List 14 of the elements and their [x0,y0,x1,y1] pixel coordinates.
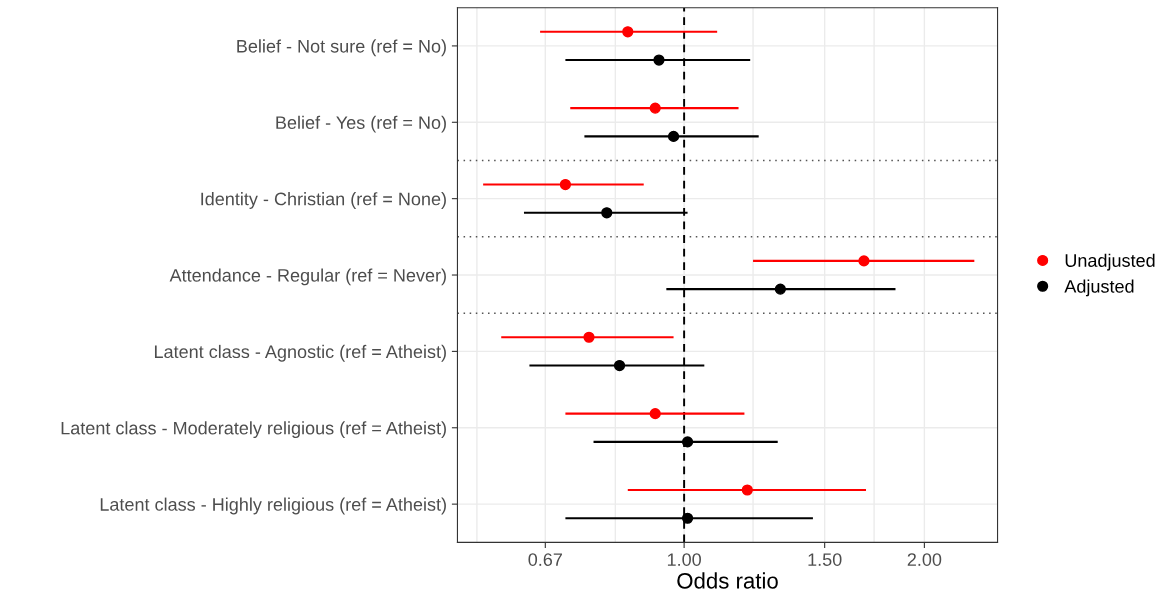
legend-label: Adjusted [1064,279,1134,297]
y-tick-label: Belief - Yes (ref = No) [276,115,446,133]
x-tick-label: 0.67 [528,553,562,566]
x-axis-title: Odds ratio [677,572,778,589]
x-tick-label: 1.50 [808,553,842,566]
y-tick-label: Belief - Not sure (ref = No) [237,39,446,57]
y-tick-label: Identity - Christian (ref = None) [201,192,446,209]
y-tick-label: Attendance - Regular (ref = Never) [169,268,446,286]
legend-label: Unadjusted [1065,253,1155,271]
y-tick-label: Latent class - Agnostic (ref = Atheist) [154,344,446,362]
y-tick-label: Latent class - Highly religious (ref = Atheist) [100,497,446,515]
x-tick-label: 2.00 [907,553,942,566]
x-tick-label: 1.00 [667,553,701,566]
y-tick-label: Latent class - Moderately religious (ref = Atheist) [61,421,446,439]
